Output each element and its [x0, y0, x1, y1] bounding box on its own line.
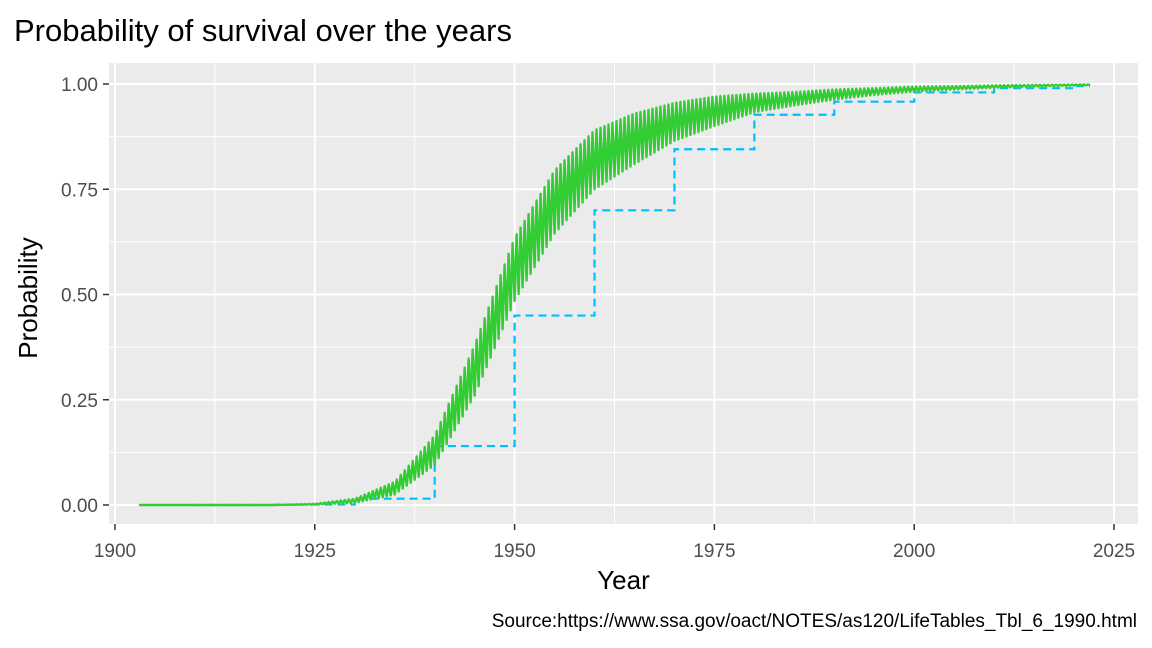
y-axis: 0.00 0.25 0.50 0.75 1.00	[61, 75, 109, 517]
source-caption: Source:https://www.ssa.gov/oact/NOTES/as…	[492, 611, 1137, 632]
x-tick-label: 1950	[493, 541, 535, 562]
chart-title: Probability of survival over the years	[14, 13, 512, 48]
x-tick-label: 1975	[693, 541, 735, 562]
y-axis-title: Probability	[13, 237, 43, 358]
x-tick-label: 2025	[1093, 541, 1135, 562]
x-tick-label: 2000	[893, 541, 935, 562]
x-axis-title: Year	[597, 565, 650, 595]
y-tick-label: 0.25	[61, 391, 98, 412]
x-tick-label: 1900	[94, 541, 136, 562]
y-tick-label: 0.75	[61, 180, 98, 201]
x-axis: 1900 1925 1950 1975 2000 2025	[94, 524, 1135, 562]
series-layer	[138, 83, 1091, 507]
step-series-line	[194, 85, 1091, 507]
y-tick-label: 0.50	[61, 286, 98, 307]
survival-series-line	[138, 83, 1091, 507]
x-tick-label: 1925	[294, 541, 336, 562]
y-tick-label: 1.00	[61, 75, 98, 96]
y-tick-label: 0.00	[61, 496, 98, 517]
